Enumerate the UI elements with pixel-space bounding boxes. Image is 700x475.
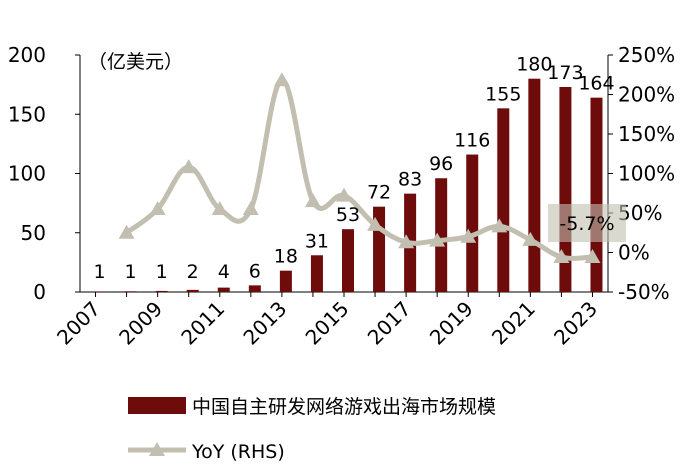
bar-value-label: 180 bbox=[516, 54, 552, 76]
x-tick-label: 2009 bbox=[114, 297, 167, 350]
x-tick-label: 2021 bbox=[487, 297, 540, 350]
yoy-marker bbox=[180, 159, 197, 174]
callout-text: -5.7% bbox=[559, 213, 614, 235]
bar-value-label: 116 bbox=[454, 130, 490, 152]
yoy-marker bbox=[367, 216, 384, 231]
bar-value-label: 31 bbox=[305, 230, 329, 252]
legend: 中国自主研发网络游戏出海市场规模 YoY (RHS) bbox=[128, 396, 496, 463]
right-tick-label: 100% bbox=[618, 162, 675, 186]
bar bbox=[186, 289, 199, 292]
bar bbox=[342, 229, 354, 292]
bar-value-label: 1 bbox=[156, 261, 168, 283]
bar-value-label: 164 bbox=[578, 73, 614, 95]
x-tick-label: 2013 bbox=[238, 297, 291, 350]
yoy-line-group bbox=[118, 72, 601, 264]
yoy-marker bbox=[460, 228, 477, 243]
left-tick-label: 200 bbox=[8, 43, 46, 67]
x-tick-label: 2011 bbox=[176, 297, 229, 350]
legend-bar-swatch bbox=[128, 397, 186, 414]
bar bbox=[217, 287, 230, 292]
yoy-marker bbox=[522, 231, 539, 246]
bar-value-label: 155 bbox=[485, 83, 521, 105]
yoy-marker bbox=[553, 249, 570, 264]
legend-line-label: YoY (RHS) bbox=[191, 441, 285, 463]
bar-value-label: 83 bbox=[398, 169, 422, 191]
left-tick-label: 50 bbox=[21, 221, 46, 245]
bar-value-label: 96 bbox=[429, 153, 453, 175]
bar-value-label: 173 bbox=[547, 62, 583, 84]
bar bbox=[93, 291, 106, 292]
x-tick-label: 2007 bbox=[52, 297, 105, 350]
bar bbox=[497, 108, 510, 292]
yoy-callout: -5.7% bbox=[548, 204, 626, 242]
left-tick-label: 150 bbox=[8, 102, 46, 126]
legend-line-marker bbox=[149, 442, 165, 456]
yoy-marker bbox=[491, 218, 508, 233]
unit-label: （亿美元） bbox=[88, 51, 183, 73]
yoy-marker bbox=[273, 72, 290, 87]
yoy-marker bbox=[149, 201, 166, 216]
yoy-marker bbox=[118, 224, 135, 239]
yoy-marker bbox=[398, 234, 415, 249]
left-tick-label: 0 bbox=[33, 280, 46, 304]
right-tick-label: 250% bbox=[618, 43, 675, 67]
bar-value-label: 1 bbox=[125, 261, 137, 283]
bar bbox=[590, 97, 603, 292]
right-tick-label: -50% bbox=[618, 280, 670, 304]
right-tick-label: 200% bbox=[618, 83, 675, 107]
bar-value-label: 4 bbox=[218, 261, 230, 283]
bar-value-label: 1 bbox=[93, 261, 105, 283]
bar-value-label: 72 bbox=[367, 182, 391, 204]
legend-bar-label: 中国自主研发网络游戏出海市场规模 bbox=[192, 396, 496, 418]
bar-value-label: 2 bbox=[187, 261, 199, 283]
bar bbox=[155, 290, 168, 292]
bar-value-label: 53 bbox=[336, 204, 360, 226]
callout-box bbox=[548, 204, 626, 242]
yoy-marker bbox=[211, 201, 228, 216]
bar bbox=[435, 178, 448, 292]
bar bbox=[310, 255, 323, 292]
bar bbox=[124, 291, 137, 292]
right-tick-label: 0% bbox=[618, 241, 650, 265]
x-tick-label: 2019 bbox=[425, 297, 478, 350]
bar bbox=[248, 285, 261, 292]
x-tick-label: 2017 bbox=[363, 297, 416, 350]
bar-value-label: 18 bbox=[274, 246, 298, 268]
bar bbox=[528, 78, 541, 292]
yoy-marker bbox=[584, 249, 601, 264]
yoy-marker bbox=[242, 201, 259, 216]
bar bbox=[279, 270, 292, 292]
x-tick-label: 2023 bbox=[549, 297, 602, 350]
right-tick-label: 150% bbox=[618, 122, 675, 146]
yoy-marker bbox=[336, 187, 352, 202]
bar-value-label: 6 bbox=[249, 260, 261, 282]
bar bbox=[466, 154, 479, 292]
x-tick-label: 2015 bbox=[301, 297, 354, 350]
yoy-marker bbox=[429, 232, 446, 247]
left-tick-label: 100 bbox=[8, 162, 46, 186]
yoy-marker bbox=[304, 193, 321, 208]
yoy-line bbox=[124, 77, 595, 261]
